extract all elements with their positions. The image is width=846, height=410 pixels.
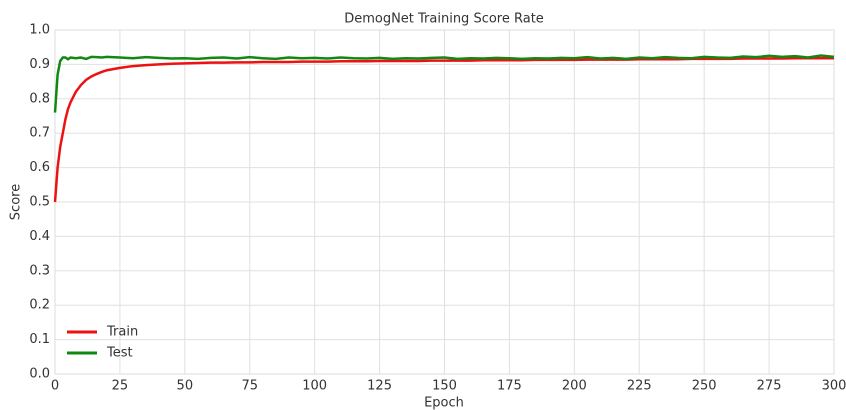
x-tick-label: 275: [757, 379, 782, 394]
y-tick-label: 0.8: [29, 91, 50, 106]
y-tick-label: 0.3: [29, 263, 50, 278]
y-tick-label: 0.2: [29, 298, 50, 313]
x-tick-label: 200: [562, 379, 587, 394]
y-tick-label: 0.0: [29, 367, 50, 382]
y-tick-label: 0.1: [29, 332, 50, 347]
legend-label: Test: [106, 346, 133, 361]
x-axis-label: Epoch: [424, 396, 464, 410]
y-axis-label: Score: [9, 184, 24, 220]
y-tick-label: 0.7: [29, 126, 50, 141]
x-tick-label: 300: [822, 379, 846, 394]
legend-label: Train: [106, 325, 138, 340]
x-tick-label: 125: [367, 379, 392, 394]
x-tick-label: 25: [112, 379, 129, 394]
y-tick-label: 0.5: [29, 195, 50, 210]
x-tick-label: 225: [627, 379, 652, 394]
chart-title: DemogNet Training Score Rate: [344, 12, 544, 27]
y-tick-label: 0.6: [29, 160, 50, 175]
x-tick-label: 50: [177, 379, 194, 394]
x-tick-label: 150: [432, 379, 457, 394]
x-tick-label: 0: [51, 379, 59, 394]
y-tick-label: 1.0: [29, 23, 50, 38]
x-tick-label: 175: [497, 379, 522, 394]
line-series: [53, 54, 835, 113]
x-tick-label: 250: [692, 379, 717, 394]
y-tick-label: 0.4: [29, 229, 50, 244]
x-tick-label: 100: [302, 379, 327, 394]
y-tick-label: 0.9: [29, 57, 50, 72]
x-tick-label: 75: [241, 379, 258, 394]
